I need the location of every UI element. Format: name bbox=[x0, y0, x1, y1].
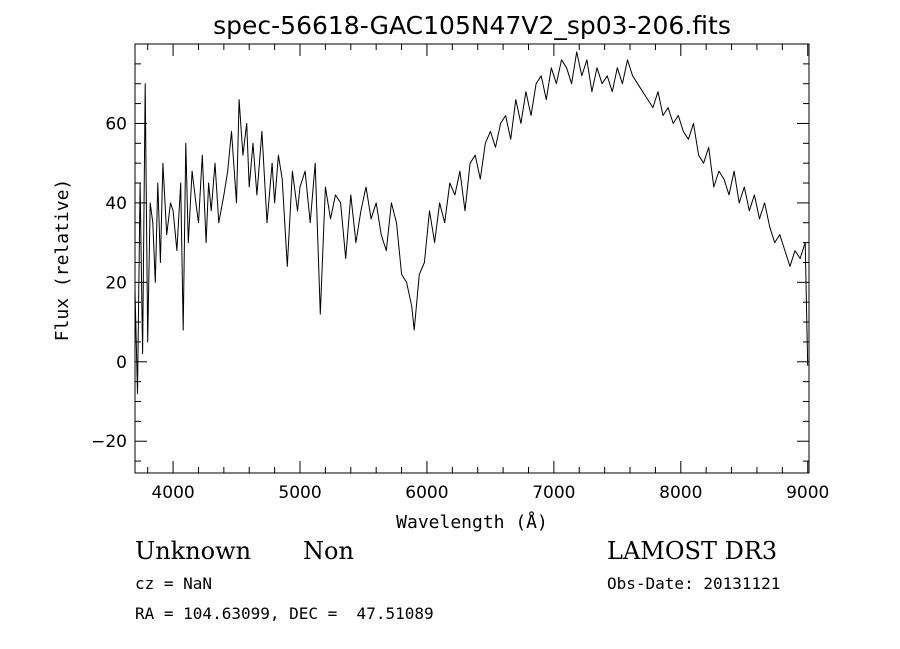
survey-label: LAMOST DR3 bbox=[607, 537, 778, 565]
y-tick-label: 40 bbox=[105, 194, 127, 214]
y-axis-label: Flux (relative) bbox=[52, 179, 73, 342]
cz-value: cz = NaN bbox=[135, 574, 213, 593]
x-axis-label: Wavelength (Å) bbox=[396, 511, 548, 533]
y-tick-label: 20 bbox=[105, 273, 127, 293]
y-tick-label: 0 bbox=[116, 353, 127, 373]
object-subclass: Non bbox=[303, 537, 354, 565]
x-tick-label: 8000 bbox=[659, 483, 702, 503]
plot-frame bbox=[134, 43, 810, 474]
x-tick-label: 6000 bbox=[405, 483, 448, 503]
y-tick-label: −20 bbox=[91, 432, 127, 452]
y-tick-label: 60 bbox=[105, 114, 127, 134]
coordinates: RA = 104.63099, DEC = 47.51089 bbox=[135, 604, 434, 623]
x-tick-label: 9000 bbox=[786, 483, 829, 503]
spectrum-line bbox=[134, 51, 809, 395]
y-axis-ticks: −20 0 20 40 60 bbox=[91, 63, 809, 462]
x-axis-ticks: 4000 5000 6000 7000 8000 9000 bbox=[147, 44, 829, 503]
x-tick-label: 5000 bbox=[278, 483, 321, 503]
x-tick-label: 4000 bbox=[151, 483, 194, 503]
x-tick-label: 7000 bbox=[532, 483, 575, 503]
series-group bbox=[134, 51, 809, 395]
object-class: Unknown bbox=[135, 537, 252, 565]
chart-title: spec-56618-GAC105N47V2_sp03-206.fits bbox=[213, 11, 731, 40]
obs-date: Obs-Date: 20131121 bbox=[607, 574, 781, 593]
